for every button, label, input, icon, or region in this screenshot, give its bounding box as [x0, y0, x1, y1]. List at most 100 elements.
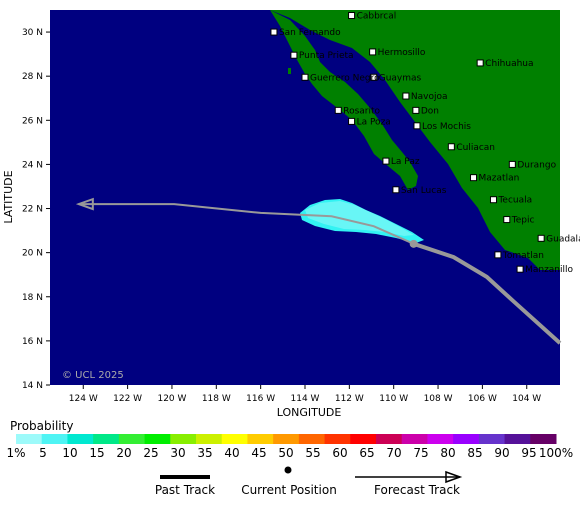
town-label: Tepic: [511, 216, 535, 226]
legend-label: 1%: [6, 446, 25, 460]
probability-area-1: [305, 201, 414, 236]
legend-label: 30: [170, 446, 185, 460]
legend-swatch: [530, 434, 557, 444]
town-label: La Paz: [391, 157, 420, 167]
legend-colorbar: [16, 434, 557, 444]
town-label: Navojoa: [411, 92, 448, 102]
town-marker: [382, 157, 390, 165]
town-marker: [476, 59, 484, 67]
legend-swatch: [427, 434, 454, 444]
lat-tick-label: 18 N: [22, 293, 43, 303]
town-marker: [301, 73, 309, 81]
baja-peninsula: [270, 10, 418, 190]
town-marker: [348, 117, 356, 125]
past-track-line: [413, 241, 562, 345]
lat-tick-label: 26 N: [22, 116, 43, 126]
lon-tick-label: 124 W: [69, 394, 98, 404]
town-label: Hermosillo: [378, 48, 426, 58]
lon-tick-label: 104 W: [512, 394, 541, 404]
lon-tick-label: 118 W: [202, 394, 231, 404]
legend-past-track-label: Past Track: [155, 483, 215, 497]
lon-tick-label: 108 W: [424, 394, 453, 404]
forecast-track-line: [78, 203, 415, 245]
legend-swatch: [273, 434, 300, 444]
legend-label: 5: [39, 446, 47, 460]
town-marker: [370, 73, 378, 81]
town-label: Tomatlan: [502, 251, 544, 261]
lat-tick-label: 22 N: [22, 205, 43, 215]
mainland-mexico: [270, 10, 560, 270]
legend-swatch: [350, 434, 377, 444]
town-marker: [348, 12, 356, 20]
legend-label: 25: [143, 446, 158, 460]
small-island-1: [288, 68, 291, 74]
legend-swatch: [118, 434, 146, 444]
legend-current-position-label: Current Position: [241, 483, 337, 497]
town-marker: [413, 122, 421, 130]
legend-label: 75: [413, 446, 428, 460]
lon-tick-label: 120 W: [157, 394, 186, 404]
legend-forecast-track-label: Forecast Track: [374, 483, 460, 497]
town-label: Mazatlan: [479, 174, 520, 184]
legend-swatch: [247, 434, 274, 444]
legend-label: 70: [386, 446, 401, 460]
x-axis-label: LONGITUDE: [277, 406, 342, 419]
legend-swatch: [401, 434, 428, 444]
legend-swatch: [93, 434, 120, 444]
lon-tick-label: 112 W: [335, 394, 364, 404]
town-label: Culiacan: [456, 143, 495, 153]
legend-swatch: [453, 434, 480, 444]
town-marker: [334, 106, 342, 114]
lat-tick-label: 20 N: [22, 249, 43, 259]
lat-tick-label: 30 N: [22, 28, 43, 38]
forecast-arrowhead: [75, 197, 94, 211]
land-layer: [270, 10, 560, 270]
lat-tick-label: 24 N: [22, 160, 43, 170]
legend-label: 50: [278, 446, 293, 460]
town-label: Tecuala: [497, 196, 532, 206]
legend-label: 35: [197, 446, 212, 460]
town-marker: [489, 196, 497, 204]
lon-tick-label: 110 W: [379, 394, 408, 404]
legend-swatch: [504, 434, 531, 444]
legend-label: 45: [251, 446, 266, 460]
town-marker: [470, 174, 478, 182]
town-marker: [537, 234, 545, 242]
lon-tick-label: 114 W: [291, 394, 320, 404]
legend-swatch: [16, 434, 43, 444]
town-label: Cabbrcal: [357, 12, 397, 22]
town-marker: [402, 92, 410, 100]
legend-title: Probability: [10, 419, 73, 433]
town-label: Don: [421, 106, 439, 116]
legend-swatch: [376, 434, 403, 444]
current-position-marker: [409, 239, 418, 248]
town-marker: [503, 216, 511, 224]
town-marker: [447, 143, 455, 151]
legend-label: 15: [89, 446, 104, 460]
town-label: Durango: [517, 160, 556, 170]
town-label: Punta Prieta: [299, 51, 354, 61]
legend-swatch: [221, 434, 248, 444]
lat-tick-label: 28 N: [22, 72, 43, 82]
legend-swatch: [196, 434, 223, 444]
legend-label: 95: [521, 446, 536, 460]
legend-label: 20: [116, 446, 131, 460]
town-marker: [369, 48, 377, 56]
town-layer: Cabbrcal San Fernando Punta Prieta Hermosil…: [270, 12, 580, 275]
legend-label: 80: [440, 446, 455, 460]
town-label: San Fernando: [279, 28, 341, 38]
legend-labels: 1% 5 10 15 20 25 30 35 40 45 50 55 60 65 70 75 80 85 90 95 1…: [6, 446, 573, 460]
legend-label: 55: [305, 446, 320, 460]
legend-label: 100%: [539, 446, 573, 460]
town-label: Los Mochis: [422, 122, 471, 132]
town-marker: [516, 265, 524, 273]
town-label: Guerrero Negro: [310, 73, 380, 83]
legend-swatch: [67, 434, 94, 444]
legend-label: 65: [359, 446, 374, 460]
town-marker: [412, 106, 420, 114]
legend-label: 60: [332, 446, 347, 460]
town-label: Manzanillo: [525, 265, 573, 275]
town-marker: [494, 251, 502, 259]
town-label: Guaymas: [379, 73, 422, 83]
